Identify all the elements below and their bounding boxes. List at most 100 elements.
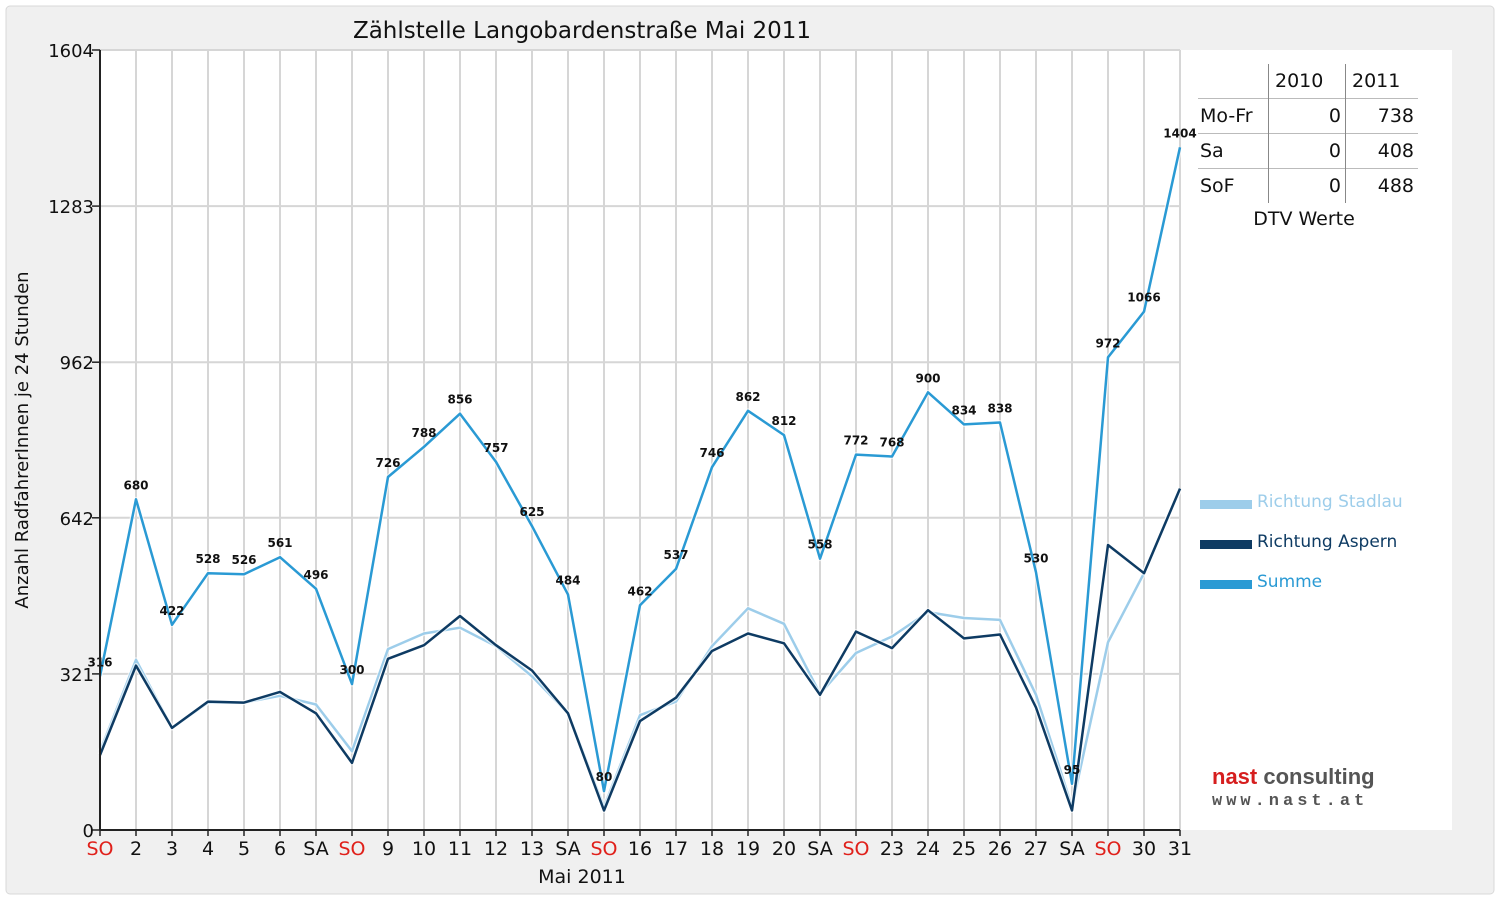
data-label: 834 xyxy=(951,403,976,417)
y-tick-label: 1604 xyxy=(48,41,94,62)
logo-brand-rest: consulting xyxy=(1257,764,1375,789)
dtv-row-sof: SoF 0 488 xyxy=(1198,168,1418,203)
logo-brand-highlight: nast xyxy=(1212,764,1258,789)
x-tick-label: 12 xyxy=(484,838,508,860)
x-tick-label: SA xyxy=(555,838,580,860)
x-tick-label: 18 xyxy=(700,838,724,860)
legend-label-aspern: Richtung Aspern xyxy=(1257,532,1398,552)
x-tick-label: 13 xyxy=(520,838,544,860)
x-tick-label: SO xyxy=(590,838,617,860)
logo: nast consulting www.nast.at xyxy=(1200,750,1443,825)
y-tick-label: 0 xyxy=(83,821,94,842)
series-line-summe xyxy=(98,147,1182,793)
data-label: 900 xyxy=(915,371,940,385)
data-label: 462 xyxy=(627,584,652,598)
dtv-row-label: SoF xyxy=(1198,168,1269,203)
x-tick-label: SA xyxy=(807,838,832,860)
series-layer xyxy=(97,146,1183,813)
data-label: 496 xyxy=(303,568,328,582)
dtv-row-mofr: Mo-Fr 0 738 xyxy=(1198,98,1418,134)
x-tick-label: 3 xyxy=(166,838,178,860)
data-label: 746 xyxy=(699,446,724,460)
data-label: 838 xyxy=(987,401,1012,415)
series-line-richtung-stadlau xyxy=(98,488,1182,808)
data-label: 726 xyxy=(375,456,400,470)
data-label: 788 xyxy=(411,426,436,440)
data-label: 625 xyxy=(519,505,544,519)
legend-swatch-aspern xyxy=(1200,540,1252,549)
x-tick-label: 24 xyxy=(916,838,940,860)
x-tick-label: SA xyxy=(303,838,328,860)
legend-label-stadlau: Richtung Stadlau xyxy=(1257,492,1403,512)
data-label: 558 xyxy=(807,538,832,552)
data-label: 862 xyxy=(735,390,760,404)
data-label: 768 xyxy=(879,436,904,450)
chart-title: Zählstelle Langobardenstraße Mai 2011 xyxy=(353,18,811,44)
data-label: 300 xyxy=(339,663,364,677)
legend-swatch-summe xyxy=(1200,580,1252,589)
y-tick-label: 642 xyxy=(60,509,94,530)
data-label: 537 xyxy=(663,548,688,562)
data-label: 1404 xyxy=(1163,126,1196,140)
x-tick-label: SA xyxy=(1059,838,1084,860)
dtv-value-2010: 0 xyxy=(1268,98,1346,134)
data-label: 530 xyxy=(1023,551,1048,565)
x-tick-label: 27 xyxy=(1024,838,1048,860)
x-tick-label: SO xyxy=(86,838,113,860)
data-label: 972 xyxy=(1095,336,1120,350)
data-label: 80 xyxy=(596,770,613,784)
x-tick-label: SO xyxy=(842,838,869,860)
dtv-row-label: Sa xyxy=(1198,133,1269,169)
x-tick-label: 23 xyxy=(880,838,904,860)
data-label: 484 xyxy=(555,574,580,588)
x-tick-label: 19 xyxy=(736,838,760,860)
dtv-row-sa: Sa 0 408 xyxy=(1198,133,1418,169)
data-label: 422 xyxy=(159,604,184,618)
x-tick-label: 31 xyxy=(1168,838,1192,860)
dtv-row-label: Mo-Fr xyxy=(1198,98,1269,134)
data-label: 856 xyxy=(447,393,472,407)
dtv-value-2011: 408 xyxy=(1345,133,1418,169)
data-label-layer: 3166804225285265614963007267888567576254… xyxy=(87,126,1196,784)
x-tick-label: 20 xyxy=(772,838,796,860)
dtv-value-2011: 488 xyxy=(1345,168,1418,203)
x-tick-label: 5 xyxy=(238,838,250,860)
data-label: 757 xyxy=(483,441,508,455)
x-tick-label: 26 xyxy=(988,838,1012,860)
x-axis-label: Mai 2011 xyxy=(538,866,626,888)
dtv-caption: DTV Werte xyxy=(1253,208,1355,230)
legend-label-summe: Summe xyxy=(1257,572,1323,592)
x-tick-label: 6 xyxy=(274,838,286,860)
x-tick-label: 16 xyxy=(628,838,652,860)
logo-wordmark: nast consulting xyxy=(1212,764,1375,790)
x-tick-label: 11 xyxy=(448,838,472,860)
series-line-richtung-aspern xyxy=(98,488,1182,812)
x-tick-label: 17 xyxy=(664,838,688,860)
data-label: 526 xyxy=(231,553,256,567)
data-label: 680 xyxy=(123,478,148,492)
dtv-value-2010: 0 xyxy=(1268,133,1346,169)
data-label: 95 xyxy=(1064,763,1081,777)
dtv-header-2011: 2011 xyxy=(1345,64,1418,99)
dtv-header-row: 2010 2011 xyxy=(1198,64,1418,99)
y-tick-label: 321 xyxy=(60,665,94,686)
grid-layer xyxy=(100,49,1181,830)
dtv-header-blank xyxy=(1198,64,1269,99)
x-tick-label: 10 xyxy=(412,838,436,860)
dtv-header-2010: 2010 xyxy=(1268,64,1346,99)
x-tick-label: 25 xyxy=(952,838,976,860)
logo-url: www.nast.at xyxy=(1212,792,1369,811)
x-tick-label: 30 xyxy=(1132,838,1156,860)
data-label: 812 xyxy=(771,414,796,428)
x-tick-label: 9 xyxy=(382,838,394,860)
y-tick-label: 1283 xyxy=(48,197,94,218)
data-label: 1066 xyxy=(1127,291,1160,305)
x-tick-label: SO xyxy=(338,838,365,860)
legend-swatch-stadlau xyxy=(1200,500,1252,509)
x-tick-label: SO xyxy=(1094,838,1121,860)
dtv-value-2010: 0 xyxy=(1268,168,1346,203)
data-label: 772 xyxy=(843,434,868,448)
data-label: 561 xyxy=(267,536,292,550)
